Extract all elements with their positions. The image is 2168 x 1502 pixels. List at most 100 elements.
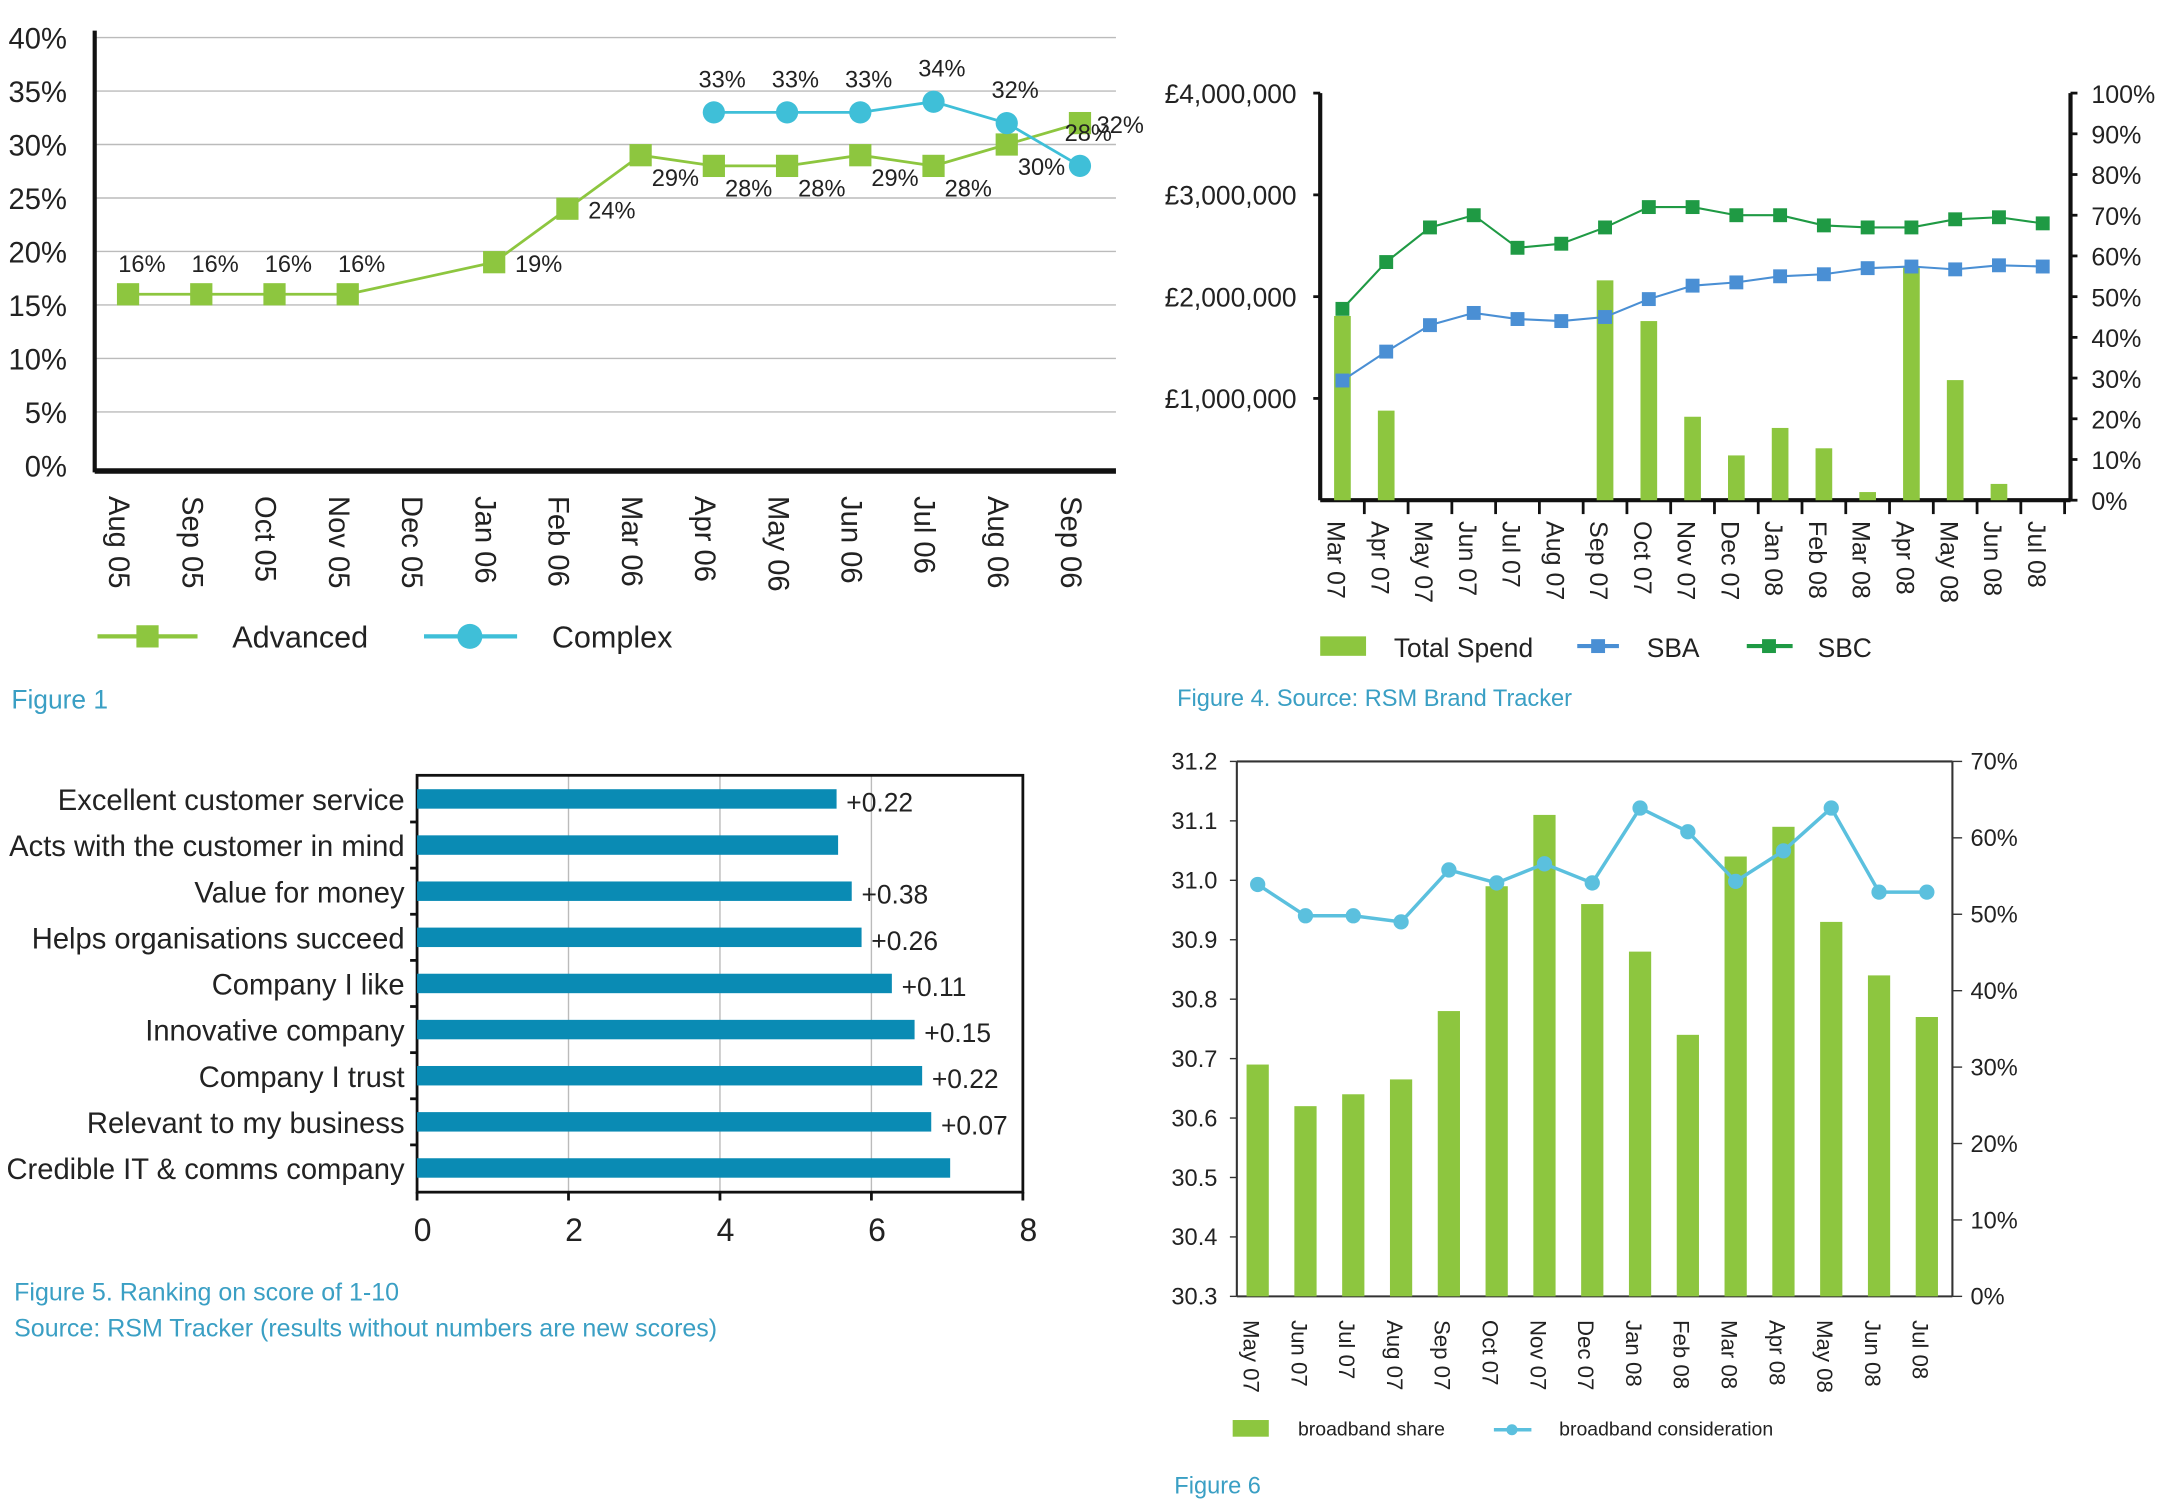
y-tick-label: 20%	[9, 238, 67, 270]
data-point-advanced	[629, 144, 652, 167]
data-point-sba	[1685, 278, 1700, 293]
y-tick-label: 31.1	[1171, 809, 1217, 835]
data-point-complex	[849, 101, 872, 124]
data-label: 33%	[772, 67, 819, 93]
y2-tick-label: 50%	[1970, 903, 2017, 929]
data-point-broadband-consideration	[1297, 908, 1314, 924]
y-tick-label: 30.5	[1171, 1166, 1217, 1192]
category-label: Excellent customer service	[58, 785, 405, 817]
figure-source: Source: RSM Tracker (results without num…	[14, 1315, 717, 1343]
x-tick-label: Jun 08	[1860, 1320, 1885, 1387]
data-point-advanced	[483, 251, 506, 274]
y2-tick-label: 20%	[2091, 407, 2141, 435]
data-point-complex	[1068, 154, 1092, 178]
x-tick-label: Aug 07	[1540, 521, 1568, 600]
data-point-advanced	[1068, 111, 1092, 135]
series-line-complex	[713, 100, 1081, 168]
category-label: Company I like	[212, 970, 405, 1002]
y2-tick-label: 60%	[1970, 826, 2017, 852]
data-point-sbc	[1860, 220, 1875, 235]
x-tick-label: 4	[717, 1212, 735, 1248]
data-point-sba	[1992, 258, 2006, 273]
data-point-sba	[1335, 373, 1350, 388]
figure-caption: Figure 6	[1174, 1474, 1261, 1500]
category-label: Relevant to my business	[87, 1108, 405, 1140]
bar-broadband-share	[1676, 1034, 1699, 1297]
x-tick-label: Sep 07	[1584, 521, 1612, 600]
y2-tick-label: 70%	[2091, 203, 2141, 231]
category-label: Innovative company	[145, 1016, 405, 1048]
data-point-sbc	[1729, 208, 1744, 223]
y2-tick-label: 10%	[1970, 1208, 2017, 1234]
data-point-advanced	[702, 154, 725, 178]
y2-tick-label: 90%	[2091, 122, 2141, 150]
figure-caption: Figure 1	[11, 685, 108, 715]
data-point-complex	[995, 111, 1018, 135]
y-tick-label: 0%	[25, 452, 67, 484]
category-label: Acts with the customer in mind	[9, 831, 404, 863]
data-point-sba	[1904, 259, 1919, 274]
data-point-sba	[1948, 262, 1963, 277]
x-tick-label: Jun 06	[834, 496, 866, 584]
x-tick-label: Dec 05	[395, 496, 427, 588]
x-tick-label: Jun 08	[1978, 521, 2006, 596]
bar-score	[417, 927, 862, 948]
y2-tick-label: 60%	[2091, 244, 2141, 272]
y-tick-label: 31.2	[1171, 750, 1217, 776]
y2-tick-label: 40%	[1970, 979, 2017, 1005]
data-point-sba	[1423, 318, 1437, 333]
legend-marker-sba	[1591, 639, 1606, 654]
y-tick-label: 10%	[9, 345, 67, 377]
bar-broadband-share	[1581, 904, 1604, 1297]
y-tick-label: £3,000,000	[1165, 181, 1297, 211]
bar-total-spend	[1946, 380, 1964, 501]
legend-marker-complex	[457, 623, 483, 649]
data-label: 19%	[515, 252, 562, 278]
data-point-sba	[1773, 269, 1788, 284]
x-tick-label: Jun 07	[1453, 521, 1481, 596]
bar-broadband-share	[1915, 1017, 1938, 1297]
data-label: 28%	[1065, 121, 1112, 147]
x-tick-label: Nov 05	[322, 496, 354, 588]
category-label: Helps organisations succeed	[32, 923, 405, 955]
bar-total-spend	[1859, 492, 1876, 501]
y-tick-label: £1,000,000	[1165, 384, 1297, 414]
y2-tick-label: 20%	[1970, 1132, 2017, 1158]
data-label: 33%	[699, 67, 746, 93]
y-tick-label: 5%	[25, 398, 67, 430]
data-point-sbc	[1773, 208, 1788, 223]
bar-total-spend	[1377, 410, 1395, 501]
data-point-advanced	[922, 154, 945, 178]
bar-score	[417, 1158, 951, 1178]
figure-caption: Figure 5. Ranking on score of 1-10	[14, 1279, 399, 1307]
y2-tick-label: 30%	[2091, 366, 2141, 394]
bar-total-spend	[1334, 315, 1351, 501]
bar-score	[417, 881, 852, 901]
bar-score	[417, 1112, 932, 1132]
bar-broadband-share	[1294, 1106, 1317, 1297]
data-point-sbc	[1423, 220, 1437, 235]
x-tick-label: Dec 07	[1573, 1320, 1598, 1390]
x-tick-label: May 06	[761, 496, 793, 592]
data-point-sbc	[1335, 301, 1350, 316]
x-tick-label: Sep 06	[1054, 496, 1086, 588]
bar-broadband-share	[1867, 975, 1891, 1297]
x-tick-label: May 08	[1812, 1320, 1837, 1393]
y2-tick-label: 30%	[1970, 1055, 2017, 1081]
data-label: +0.15	[924, 1018, 991, 1048]
x-tick-label: 2	[565, 1212, 583, 1248]
bar-broadband-share	[1342, 1094, 1365, 1297]
x-tick-label: Aug 05	[102, 496, 134, 588]
y2-tick-label: 0%	[1970, 1285, 2004, 1311]
x-tick-label: 8	[1020, 1212, 1038, 1248]
data-label: 29%	[871, 166, 918, 192]
data-point-broadband-consideration	[1536, 856, 1553, 872]
data-label: 30%	[1018, 155, 1065, 181]
legend-label: Complex	[552, 620, 673, 654]
legend-marker-advanced	[136, 625, 159, 648]
bar-score	[417, 1019, 915, 1040]
data-point-sbc	[1379, 255, 1394, 269]
data-label: 32%	[1097, 113, 1144, 139]
legend-marker-broadband-consideration	[1506, 1424, 1518, 1436]
data-point-sba	[1816, 267, 1831, 282]
